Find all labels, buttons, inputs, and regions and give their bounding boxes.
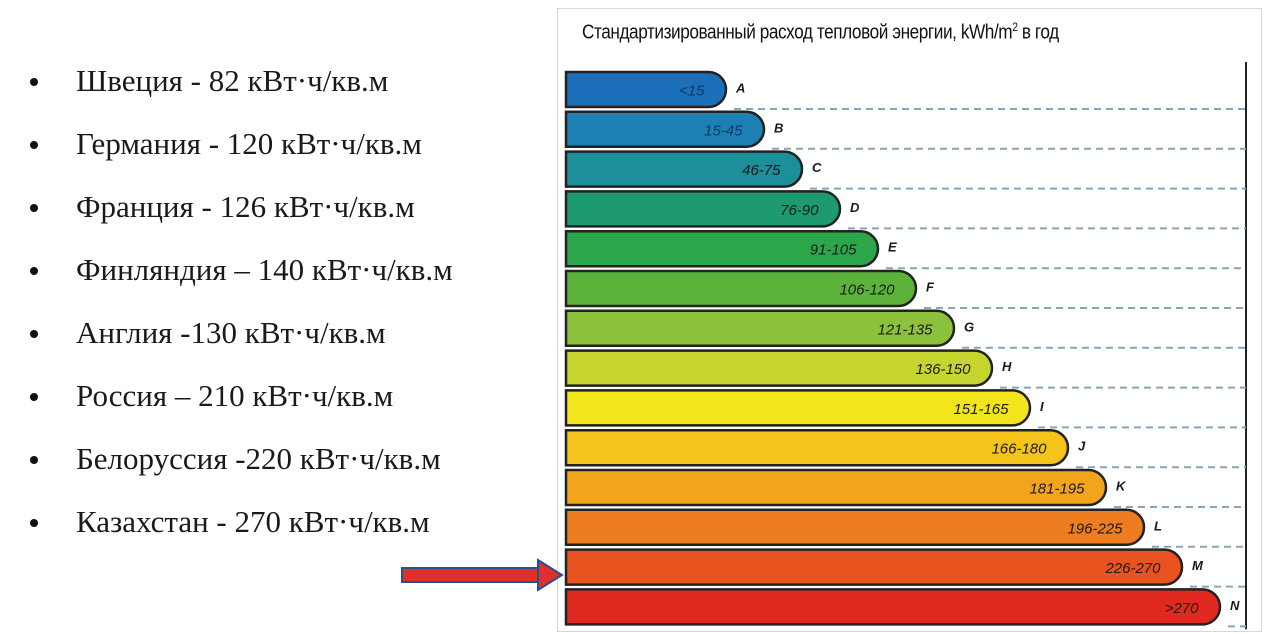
energy-class-row: 226-270 M — [564, 548, 1246, 588]
country-bullet-item: Англия -130 кВт·ч/кв.м — [30, 308, 550, 371]
country-bullet-list: Швеция - 82 кВт·ч/кв.м Германия - 120 кВт… — [30, 56, 550, 560]
energy-class-bar — [564, 190, 842, 228]
energy-class-bar — [564, 70, 728, 109]
class-letter-label: B — [774, 120, 783, 135]
energy-class-bar — [564, 229, 880, 268]
country-bullet-item: Белоруссия -220 кВт·ч/кв.м — [30, 434, 550, 497]
bullet-dot-icon — [30, 203, 38, 212]
bullet-dot-icon — [30, 455, 38, 464]
range-label: 76-90 — [780, 202, 819, 219]
energy-class-bar — [564, 110, 766, 149]
range-label: 15-45 — [704, 122, 743, 139]
class-letter-label: G — [964, 319, 974, 334]
country-bullet-text: Франция - 126 кВт·ч/кв.м — [76, 189, 415, 224]
class-letter-label: A — [735, 81, 745, 96]
class-letter-label: H — [1002, 359, 1012, 374]
energy-class-row: 46-75 C — [564, 150, 1246, 190]
class-letter-label: K — [1116, 479, 1127, 494]
range-label: <15 — [679, 83, 705, 100]
chart-title-superscript: 2 — [1012, 20, 1018, 34]
chart-title-tail: в год — [1017, 21, 1059, 44]
range-label: 151-165 — [953, 401, 1009, 418]
energy-class-row: 121-135 G — [564, 309, 1246, 349]
country-bullet-text: Швеция - 82 кВт·ч/кв.м — [76, 63, 389, 98]
energy-class-bar — [564, 508, 1146, 547]
country-bullet-item: Казахстан - 270 кВт·ч/кв.м — [30, 497, 550, 560]
country-bullet-item: Россия – 210 кВт·ч/кв.м — [30, 371, 550, 434]
energy-class-bar — [564, 428, 1070, 467]
range-label: >270 — [1165, 600, 1199, 617]
country-bullet-text: Казахстан - 270 кВт·ч/кв.м — [76, 504, 430, 539]
class-letter-label: N — [1230, 598, 1240, 613]
range-label: 106-120 — [839, 282, 895, 299]
energy-class-row: 91-105 E — [564, 229, 1246, 270]
class-letter-label: F — [926, 280, 935, 295]
class-letter-label: D — [850, 200, 860, 215]
bullet-dot-icon — [30, 518, 38, 527]
class-letter-label: E — [888, 240, 897, 255]
class-letter-label: J — [1078, 439, 1086, 454]
energy-class-row: 166-180 J — [564, 428, 1246, 469]
class-letter-label: M — [1192, 558, 1204, 573]
chart-title: Стандартизированный расход тепловой энер… — [582, 20, 1167, 45]
range-label: 136-150 — [915, 361, 971, 378]
chart-title-main: Стандартизированный расход тепловой энер… — [582, 21, 1013, 44]
energy-class-row: <15 A — [564, 70, 1246, 110]
range-label: 166-180 — [991, 441, 1047, 458]
bullet-dot-icon — [30, 329, 38, 338]
energy-class-bar — [564, 548, 1184, 586]
energy-class-bar — [564, 468, 1108, 507]
country-bullet-item: Финляндия – 140 кВт·ч/кв.м — [30, 245, 550, 308]
energy-class-row: 196-225 L — [564, 508, 1246, 548]
energy-class-row: >270 N — [564, 588, 1246, 628]
range-label: 196-225 — [1067, 520, 1123, 537]
energy-class-row: 76-90 D — [564, 190, 1246, 230]
bullet-dot-icon — [30, 392, 38, 401]
energy-class-bar — [564, 150, 804, 188]
country-bullet-text: Германия - 120 кВт·ч/кв.м — [76, 126, 422, 161]
energy-class-bar — [564, 389, 1032, 427]
class-letter-label: L — [1154, 518, 1162, 533]
energy-class-bar — [564, 349, 994, 387]
country-bullet-text: Россия – 210 кВт·ч/кв.м — [76, 378, 394, 413]
country-bullet-text: Англия -130 кВт·ч/кв.м — [76, 315, 386, 350]
country-bullet-item: Германия - 120 кВт·ч/кв.м — [30, 119, 550, 182]
energy-class-row: 106-120 F — [564, 269, 1246, 309]
energy-class-row: 181-195 K — [564, 468, 1246, 508]
range-label: 91-105 — [810, 242, 857, 259]
energy-class-bar — [564, 269, 918, 308]
energy-class-row: 15-45 B — [564, 110, 1246, 150]
range-label: 181-195 — [1029, 481, 1085, 498]
range-label: 121-135 — [877, 321, 933, 338]
bullet-dot-icon — [30, 140, 38, 149]
country-bullet-item: Франция - 126 кВт·ч/кв.м — [30, 182, 550, 245]
country-bullet-text: Финляндия – 140 кВт·ч/кв.м — [76, 252, 453, 287]
country-bullet-item: Швеция - 82 кВт·ч/кв.м — [30, 56, 550, 119]
red-arrow-icon — [401, 558, 564, 592]
energy-class-row: 151-165 I — [564, 389, 1246, 429]
energy-class-bar — [564, 588, 1222, 626]
bullet-dot-icon — [30, 266, 38, 275]
bullet-dot-icon — [30, 77, 38, 86]
class-letter-label: I — [1040, 399, 1044, 414]
country-bullet-text: Белоруссия -220 кВт·ч/кв.м — [76, 441, 441, 476]
energy-class-row: 136-150 H — [564, 349, 1246, 389]
class-letter-label: C — [812, 160, 822, 175]
range-label: 46-75 — [742, 162, 781, 179]
energy-class-bar — [564, 309, 956, 348]
range-label: 226-270 — [1104, 560, 1161, 577]
